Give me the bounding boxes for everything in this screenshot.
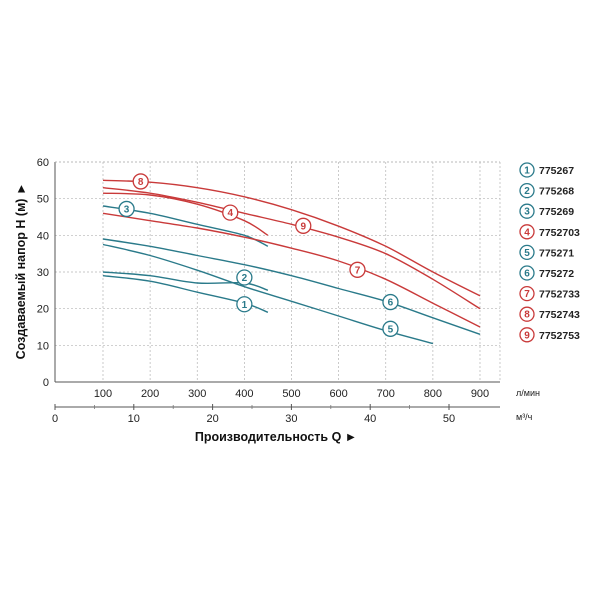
legend-marker-6 <box>519 265 535 281</box>
series-line-6 <box>102 238 481 335</box>
series-marker-label-1: 1 <box>242 300 248 311</box>
series-line-2 <box>102 271 269 291</box>
legend-marker-2 <box>519 182 535 199</box>
legend-marker-1 <box>519 162 535 178</box>
y-tick-label: 0 <box>43 377 49 389</box>
legend-number-3: 3 <box>524 207 530 218</box>
y-tick-label: 40 <box>37 230 49 242</box>
legend-number-9: 9 <box>524 330 530 341</box>
legend-marker-3 <box>519 203 535 219</box>
series-markers: 1 2 3 4 5 6 7 8 9 <box>118 173 399 337</box>
y-tick-label: 50 <box>37 194 49 206</box>
legend-entry-4: 7752703 <box>539 227 580 239</box>
series-group <box>102 179 481 345</box>
series-line-4 <box>102 192 269 236</box>
legend-number-7: 7 <box>524 289 530 300</box>
x-tick-label: 400 <box>235 388 253 400</box>
legend-entry-9: 7752753 <box>539 330 580 342</box>
x-tick-label: 900 <box>471 388 489 400</box>
series-marker-1 <box>236 296 253 313</box>
series-marker-6 <box>382 293 399 311</box>
y-tick-label: 30 <box>37 267 49 279</box>
legend-marker-5 <box>519 244 535 261</box>
series-line-9 <box>102 187 481 310</box>
x-tick-label: 500 <box>282 388 300 400</box>
series-marker-label-7: 7 <box>355 265 361 276</box>
series-marker-label-3: 3 <box>124 204 130 215</box>
x-tick-label: 600 <box>329 388 347 400</box>
series-marker-5 <box>382 320 399 337</box>
legend-number-6: 6 <box>524 269 530 280</box>
legend-entry-2: 775268 <box>539 186 574 198</box>
series-marker-7 <box>349 261 366 278</box>
legend-marker-9 <box>519 327 535 343</box>
series-marker-2 <box>236 269 253 286</box>
legend-entry-5: 775271 <box>539 247 574 259</box>
y-tick-label: 10 <box>37 340 49 352</box>
series-line-7 <box>102 212 481 328</box>
legend-entry-6: 775272 <box>539 268 574 280</box>
legend: 1 775267 2 775268 3 775269 4 7752703 5 775271 6 775… <box>519 162 580 343</box>
series-marker-label-9: 9 <box>301 221 307 232</box>
x2-tick-label: 10 <box>128 413 140 425</box>
y-tick-label: 20 <box>37 304 49 316</box>
series-marker-label-6: 6 <box>388 298 394 309</box>
legend-marker-8 <box>519 306 535 322</box>
x-tick-label: 200 <box>141 388 159 400</box>
series-line-8 <box>102 179 481 297</box>
series-marker-4 <box>222 204 239 221</box>
legend-entry-3: 775269 <box>539 206 574 218</box>
x-tick-label: 100 <box>94 388 112 400</box>
x-unit-secondary: м³/ч <box>516 412 533 422</box>
series-marker-label-8: 8 <box>138 177 144 188</box>
y-axis-title: Создаваемый напор H (м) ► <box>14 183 28 360</box>
x-tick-label: 300 <box>188 388 206 400</box>
x-tick-label: 800 <box>424 388 442 400</box>
series-marker-8 <box>132 173 149 190</box>
legend-entry-8: 7752743 <box>539 309 580 321</box>
x2-tick-label: 30 <box>285 413 297 425</box>
legend-entry-7: 7752733 <box>539 289 580 301</box>
series-line-5 <box>102 243 434 345</box>
x2-tick-label: 20 <box>206 413 218 425</box>
legend-number-5: 5 <box>524 248 530 259</box>
legend-number-1: 1 <box>524 166 530 177</box>
x2-tick-label: 50 <box>443 413 455 425</box>
x-axis-title: Производительность Q ► <box>195 430 357 444</box>
series-line-1 <box>102 275 269 313</box>
series-marker-label-4: 4 <box>227 208 233 219</box>
legend-number-8: 8 <box>524 310 530 321</box>
series-marker-3 <box>118 200 135 218</box>
series-marker-label-5: 5 <box>388 324 394 335</box>
legend-number-2: 2 <box>524 186 530 197</box>
x2-tick-label: 0 <box>52 413 58 425</box>
y-tick-label: 60 <box>37 157 49 169</box>
series-marker-9 <box>295 217 312 234</box>
legend-marker-7 <box>519 285 535 302</box>
x-unit-primary: л/мин <box>516 388 540 398</box>
legend-marker-4 <box>519 224 535 240</box>
legend-entry-1: 775267 <box>539 165 574 177</box>
legend-number-4: 4 <box>524 227 530 238</box>
series-marker-label-2: 2 <box>242 273 248 284</box>
x2-tick-label: 40 <box>364 413 376 425</box>
x-tick-label: 700 <box>377 388 395 400</box>
